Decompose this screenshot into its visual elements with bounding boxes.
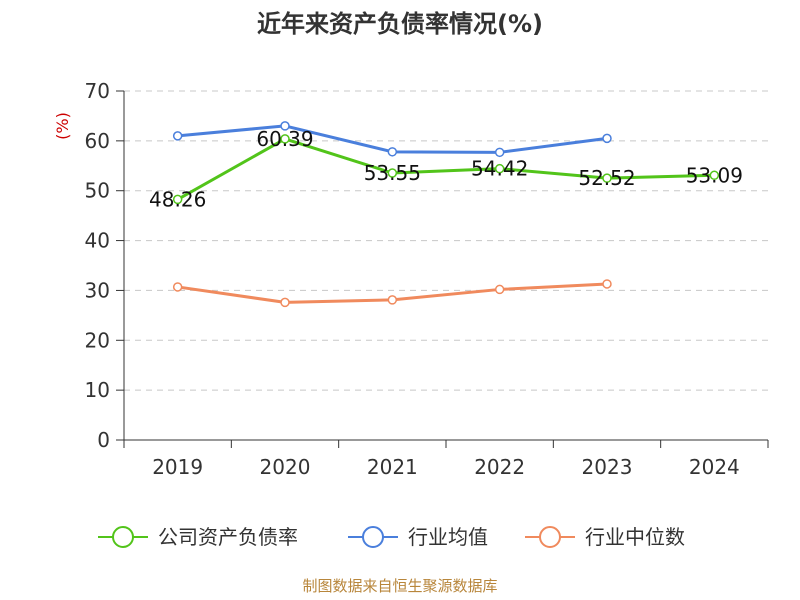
data-point[interactable]: [709, 170, 720, 181]
legend-marker: [112, 526, 134, 548]
data-point[interactable]: [602, 173, 612, 183]
data-label: 54.42: [471, 157, 528, 181]
x-tick-label: 2024: [689, 455, 740, 479]
series-line-0: [176, 137, 715, 201]
x-tick-label: 2019: [152, 455, 203, 479]
data-point[interactable]: [387, 147, 398, 157]
x-tick-label: 2020: [260, 455, 311, 479]
data-point[interactable]: [494, 284, 505, 295]
axes: 0 10 20 30 40 50 60 70 2019 2020 2021 2022 2023 2024: [85, 79, 769, 479]
data-point[interactable]: [494, 163, 505, 174]
y-tick-label: 60: [85, 129, 110, 153]
data-point[interactable]: [387, 168, 398, 178]
legend-label: 行业中位数: [585, 525, 685, 549]
data-point[interactable]: [172, 194, 183, 205]
y-axis-unit: (%): [53, 112, 72, 140]
y-tick-label: 70: [85, 79, 110, 103]
y-tick-label: 30: [85, 278, 110, 302]
source-note: 制图数据来自恒生聚源数据库: [302, 577, 497, 595]
data-labels: 48.26 60.39 53.55 54.42 52.52 53.09: [149, 127, 743, 211]
legend-item-1[interactable]: 行业均值: [348, 525, 488, 549]
x-tick-label: 2021: [367, 455, 418, 479]
data-label: 53.55: [364, 161, 421, 185]
series-lines: [172, 121, 720, 308]
data-point[interactable]: [172, 282, 183, 292]
data-point[interactable]: [172, 131, 183, 141]
data-point[interactable]: [280, 134, 290, 144]
data-point[interactable]: [494, 147, 505, 158]
legend-marker: [539, 526, 561, 548]
legend-label: 公司资产负债率: [158, 525, 298, 549]
data-point[interactable]: [387, 295, 398, 305]
grid-lines: [124, 90, 768, 391]
y-tick-label: 40: [85, 229, 110, 253]
y-tick-label: 50: [85, 179, 110, 203]
y-tick-label: 10: [85, 378, 110, 402]
data-label: 48.26: [149, 187, 206, 211]
x-tick-label: 2022: [474, 455, 525, 479]
data-label: 60.39: [256, 127, 313, 151]
data-point[interactable]: [280, 297, 290, 308]
legend[interactable]: 公司资产负债率 行业均值 行业中位数: [98, 525, 685, 549]
x-tick-label: 2023: [582, 455, 633, 479]
chart-title: 近年来资产负债率情况(%): [257, 10, 543, 38]
y-tick-label: 20: [85, 328, 110, 352]
data-label: 53.09: [686, 163, 743, 187]
legend-item-2[interactable]: 行业中位数: [525, 525, 685, 549]
data-point[interactable]: [602, 133, 612, 144]
data-label: 52.52: [578, 166, 635, 190]
data-point[interactable]: [602, 279, 612, 289]
data-point[interactable]: [280, 121, 290, 131]
legend-label: 行业均值: [408, 525, 488, 549]
legend-marker: [362, 526, 384, 548]
y-tick-label: 0: [97, 428, 110, 452]
legend-item-0[interactable]: 公司资产负债率: [98, 525, 298, 549]
